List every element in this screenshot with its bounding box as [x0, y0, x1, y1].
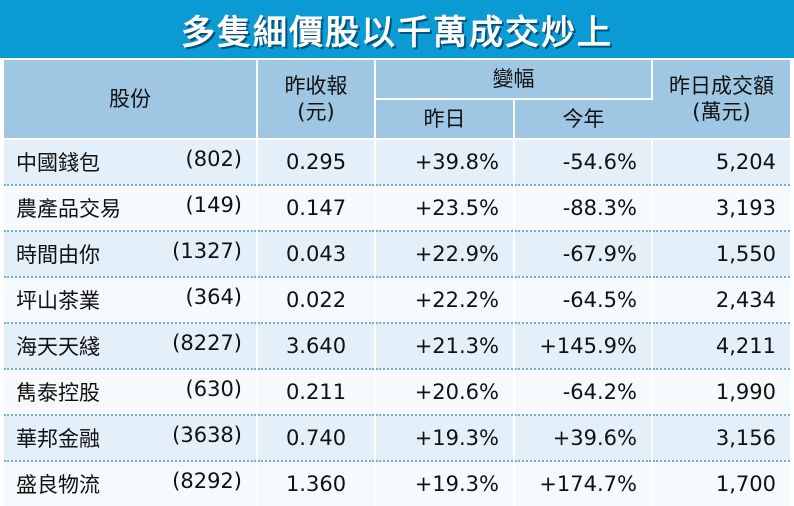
stock-code: (802) [185, 147, 242, 171]
turnover-value: 1,550 [652, 231, 790, 278]
table-row: 坪山茶業 (364) 0.022 +22.2% -64.5% 2,434 [4, 277, 790, 324]
table-row: 海天天綫 (8227) 3.640 +21.3% +145.9% 4,211 [4, 323, 790, 370]
stock-cell: 海天天綫 (8227) [4, 323, 258, 370]
prev-close-value: 0.022 [257, 277, 376, 324]
change-ytd-value: -64.2% [514, 369, 653, 416]
prev-close-value: 1.360 [257, 461, 376, 506]
change-yesterday-value: +19.3% [375, 461, 515, 506]
stock-name: 雋泰控股 [16, 381, 100, 405]
stock-code: (8292) [172, 469, 242, 493]
stock-cell: 雋泰控股 (630) [4, 369, 258, 416]
table-row: 農產品交易 (149) 0.147 +23.5% -88.3% 3,193 [4, 185, 790, 232]
stock-name: 坪山茶業 [16, 289, 100, 313]
table-row: 中國錢包 (802) 0.295 +39.8% -54.6% 5,204 [4, 139, 790, 186]
header-change-yesterday: 昨日 [375, 99, 515, 140]
header-change: 變幅 [375, 60, 653, 100]
stock-cell: 時間由你 (1327) [4, 231, 258, 278]
change-yesterday-value: +21.3% [375, 323, 515, 370]
stock-code: (630) [185, 377, 242, 401]
header-prev-close-label: 昨收報 [284, 73, 348, 98]
stock-code: (364) [185, 285, 242, 309]
stock-code: (1327) [172, 239, 242, 263]
change-ytd-value: +174.7% [514, 461, 653, 506]
stock-cell: 農產品交易 (149) [4, 185, 258, 232]
turnover-value: 2,434 [652, 277, 790, 324]
stock-name: 中國錢包 [16, 151, 100, 175]
stock-cell: 盛良物流 (8292) [4, 461, 258, 506]
prev-close-value: 0.295 [257, 139, 376, 186]
table-row: 雋泰控股 (630) 0.211 +20.6% -64.2% 1,990 [4, 369, 790, 416]
header-stock: 股份 [4, 60, 258, 140]
change-ytd-value: -54.6% [514, 139, 653, 186]
header-prev-close-unit: (元) [297, 100, 335, 124]
prev-close-value: 0.147 [257, 185, 376, 232]
stock-cell: 華邦金融 (3638) [4, 415, 258, 462]
stock-table: 股份 昨收報 (元) 變幅 昨日成交額 (萬元) 昨日 今年 中國錢包 (802)… [4, 60, 790, 506]
change-yesterday-value: +19.3% [375, 415, 515, 462]
header-turnover-unit: (萬元) [692, 100, 751, 124]
header-turnover: 昨日成交額 (萬元) [652, 60, 790, 140]
stock-name: 農產品交易 [16, 197, 121, 221]
change-ytd-value: -67.9% [514, 231, 653, 278]
turnover-value: 1,990 [652, 369, 790, 416]
change-yesterday-value: +20.6% [375, 369, 515, 416]
stock-code: (8227) [172, 331, 242, 355]
turnover-value: 4,211 [652, 323, 790, 370]
table-row: 時間由你 (1327) 0.043 +22.9% -67.9% 1,550 [4, 231, 790, 278]
table-header: 股份 昨收報 (元) 變幅 昨日成交額 (萬元) 昨日 今年 [4, 60, 790, 140]
change-ytd-value: +39.6% [514, 415, 653, 462]
prev-close-value: 0.043 [257, 231, 376, 278]
stock-cell: 中國錢包 (802) [4, 139, 258, 186]
turnover-value: 3,156 [652, 415, 790, 462]
stock-name: 華邦金融 [16, 427, 100, 451]
stock-name: 海天天綫 [16, 335, 100, 359]
stock-cell: 坪山茶業 (364) [4, 277, 258, 324]
header-prev-close: 昨收報 (元) [257, 60, 376, 140]
turnover-value: 5,204 [652, 139, 790, 186]
turnover-value: 1,700 [652, 461, 790, 506]
change-ytd-value: -88.3% [514, 185, 653, 232]
table-title: 多隻細價股以千萬成交炒上 [0, 0, 794, 58]
stock-code: (149) [185, 193, 242, 217]
prev-close-value: 0.740 [257, 415, 376, 462]
header-change-ytd: 今年 [514, 99, 652, 140]
change-yesterday-value: +22.2% [375, 277, 515, 324]
stock-name: 盛良物流 [16, 473, 100, 497]
stock-code: (3638) [172, 423, 242, 447]
stock-name: 時間由你 [16, 243, 100, 267]
table-row: 盛良物流 (8292) 1.360 +19.3% +174.7% 1,700 [4, 461, 790, 506]
table-row: 華邦金融 (3638) 0.740 +19.3% +39.6% 3,156 [4, 415, 790, 462]
change-yesterday-value: +39.8% [375, 139, 515, 186]
header-turnover-label: 昨日成交額 [669, 73, 774, 98]
change-yesterday-value: +23.5% [375, 185, 515, 232]
change-yesterday-value: +22.9% [375, 231, 515, 278]
turnover-value: 3,193 [652, 185, 790, 232]
change-ytd-value: -64.5% [514, 277, 653, 324]
prev-close-value: 3.640 [257, 323, 376, 370]
prev-close-value: 0.211 [257, 369, 376, 416]
table-body: 中國錢包 (802) 0.295 +39.8% -54.6% 5,204 農產品交… [4, 139, 790, 506]
change-ytd-value: +145.9% [514, 323, 653, 370]
